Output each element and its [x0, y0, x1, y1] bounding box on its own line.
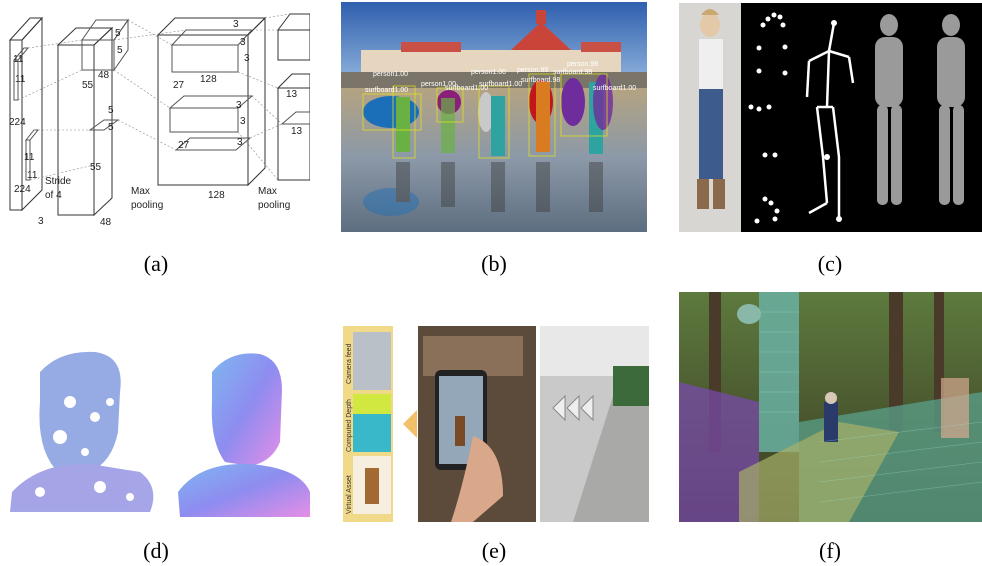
label-3e: 3 [240, 116, 246, 127]
label-maxpool1b: pooling [131, 200, 163, 211]
detection-label-7: person.99 [517, 67, 548, 74]
label-128b: 128 [208, 190, 225, 201]
label-55a: 55 [82, 80, 94, 91]
label-3f: 3 [237, 137, 243, 148]
detection-label-4: surfboard1.00 [445, 85, 488, 92]
panel-a-cnn-diagram: 11 11 224 11 11 224 Stride of 4 3 55 55 … [0, 0, 310, 235]
caption-f: (f) [819, 538, 841, 563]
label-128a: 128 [200, 74, 217, 85]
caption-d: (d) [143, 538, 169, 563]
label-13a: 13 [286, 89, 298, 100]
forest-cyclist-image [679, 292, 982, 522]
label-224a: 224 [9, 117, 26, 128]
detection-label-3: person1.00 [421, 81, 456, 88]
label-maxpool1a: Max [131, 186, 150, 197]
label-5a: 5 [115, 28, 121, 39]
label-11a: 11 [13, 54, 24, 65]
caption-c: (c) [817, 251, 843, 276]
sidebar-computed-depth: Computed Depth [346, 399, 353, 452]
surfers-beach-image: person1.00 surfboard1.00 person1.00 surf… [341, 2, 647, 232]
label-13b: 13 [291, 126, 303, 137]
sidebar-virtual-asset: Virtual Asset [346, 475, 353, 514]
panel-f-forest-segmentation [679, 292, 982, 522]
detection-label-8: surfboard.98 [521, 77, 560, 84]
sidebar-camera-feed: Camera feed [346, 343, 353, 384]
label-11b: 11 [15, 74, 26, 85]
panel-b-instance-segmentation-photo: person1.00 surfboard1.00 person1.00 surf… [341, 2, 647, 232]
panel-d-depth-normals [0, 342, 310, 517]
detection-label-1: person1.00 [373, 71, 408, 78]
panel-c-pose-estimation [679, 3, 982, 232]
label-3: 3 [38, 216, 44, 227]
label-of4: of 4 [45, 190, 62, 201]
pose-body-image [679, 3, 982, 232]
face-normal-maps [10, 351, 310, 517]
label-48a: 48 [98, 70, 110, 81]
label-5c: 5 [108, 105, 114, 116]
caption-a: (a) [143, 251, 169, 276]
label-55b: 55 [90, 162, 102, 173]
label-11c: 11 [24, 152, 35, 163]
panel-e-ar-depth: Camera feed Computed Depth Virtual Asset [343, 326, 649, 522]
detection-label-5: person1.00 [471, 69, 506, 76]
label-27b: 27 [178, 140, 190, 151]
label-3b: 3 [240, 37, 246, 48]
label-maxpool2a: Max [258, 186, 277, 197]
detection-label-2: surfboard1.00 [365, 87, 408, 94]
label-stride: Stride [45, 176, 72, 187]
ar-depth-collage: Camera feed Computed Depth Virtual Asset [343, 326, 649, 522]
caption-e: (e) [481, 538, 507, 563]
detection-label-10: person.98 [567, 61, 598, 68]
cnn-architecture-diagram: 11 11 224 11 11 224 Stride of 4 3 55 55 … [8, 13, 310, 228]
label-224b: 224 [14, 184, 31, 195]
label-5b: 5 [117, 45, 123, 56]
label-48b: 48 [100, 217, 112, 228]
detection-label-9: surfboard.98 [553, 69, 592, 76]
label-3c: 3 [244, 53, 250, 64]
label-3a: 3 [233, 19, 239, 30]
detection-label-11: surfboard1.00 [593, 85, 636, 92]
label-maxpool2b: pooling [258, 200, 290, 211]
label-11d: 11 [27, 170, 38, 181]
caption-b: (b) [481, 251, 507, 276]
label-5d: 5 [108, 122, 114, 133]
detection-label-6: surfboard1.00 [479, 81, 522, 88]
label-3d: 3 [236, 100, 242, 111]
label-27a: 27 [173, 80, 185, 91]
